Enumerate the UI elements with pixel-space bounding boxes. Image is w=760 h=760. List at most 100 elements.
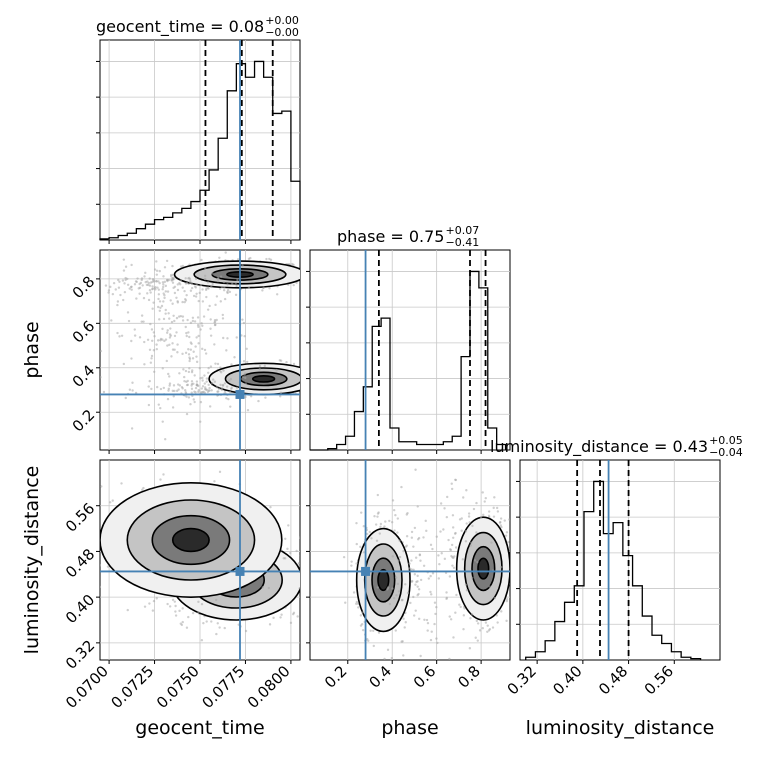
sample-point [217,387,221,391]
sample-point [417,536,421,540]
sample-point [191,611,195,615]
sample-point [328,377,330,379]
sample-point [467,515,471,518]
sample-point [215,385,219,389]
sample-point [279,359,283,362]
sample-point [128,388,132,391]
sample-point [151,277,155,281]
sample-point [112,281,116,285]
sample-point [140,320,143,323]
sample-point [147,403,151,407]
sample-point [199,420,202,423]
sample-point [312,290,314,292]
sample-point [539,591,541,593]
title-plus: +0.00 [265,14,299,27]
sample-point [162,317,166,321]
sample-point [220,285,224,289]
y-axis-label-phase: phase [21,321,43,378]
sample-point [226,289,230,292]
sample-point [126,283,130,286]
sample-point [249,256,252,260]
sample-point [187,396,191,399]
sample-point [445,597,448,601]
sample-point [201,385,205,388]
sample-point [468,521,471,524]
sample-point [220,386,224,390]
sample-point [164,284,168,288]
sample-point [350,564,353,567]
sample-point [166,278,169,282]
sample-point [307,371,309,373]
sample-point [199,377,202,380]
sample-point [151,287,154,291]
sample-point [469,617,472,620]
sample-point [391,555,394,558]
sample-point [368,530,371,534]
sample-point [328,372,330,374]
sample-point [100,485,103,488]
x-tick-label: 0.0750 [153,662,203,712]
sample-point [423,618,426,622]
sample-point [438,562,441,566]
sample-point [493,496,496,499]
sample-point [410,568,413,571]
sample-point [181,264,185,268]
sample-point [225,349,228,352]
sample-point [168,605,172,608]
sample-point [390,659,393,660]
sample-point [329,584,331,586]
sample-point [204,267,207,270]
sample-point [244,629,248,633]
sample-point [186,379,189,383]
sample-point [258,368,262,371]
sample-point [155,269,159,273]
sample-point [244,382,247,385]
sample-point [216,362,220,366]
sample-point [162,283,165,286]
sample-point [192,294,196,298]
sample-point [184,299,188,302]
sample-point [417,617,421,621]
sample-point [177,315,181,318]
x-tick-label: 0.2 [321,662,351,692]
sample-point [303,578,305,580]
sample-point [452,566,456,569]
sample-point [446,495,449,499]
sample-point [303,372,305,374]
sample-point [403,626,406,629]
sample-point [198,367,201,370]
sample-point [470,541,473,544]
sample-point [210,285,213,289]
sample-point [323,370,325,372]
sample-point [283,557,287,560]
sample-point [219,300,222,303]
sample-point [370,537,373,540]
sample-point [97,287,99,289]
sample-point [513,597,515,599]
y-tick-label: 0.2 [69,406,99,436]
sample-point [219,383,222,387]
panel-frame [519,459,721,661]
sample-point [388,519,391,523]
sample-point [228,290,232,294]
sample-point [366,638,369,641]
sample-point [417,592,420,596]
sample-point [168,375,171,378]
sample-point [181,286,184,289]
sample-point [176,288,180,292]
sample-point [416,585,419,588]
sample-point [209,327,212,330]
sample-point [158,281,161,285]
sample-point [118,335,121,338]
sample-point [218,470,222,474]
sample-point [165,331,169,334]
sample-point [178,281,181,285]
sample-point [169,275,173,278]
sample-point [487,510,491,513]
sample-point [177,388,180,391]
hist-panel-geocent_time [96,39,301,244]
sample-point [209,318,212,321]
sample-point [183,379,186,383]
sample-point [148,602,151,605]
sample-point [201,324,204,327]
